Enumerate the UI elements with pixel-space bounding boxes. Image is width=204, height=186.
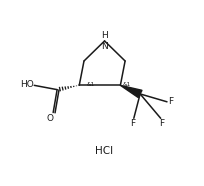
Text: F: F bbox=[130, 119, 136, 128]
Text: F: F bbox=[159, 119, 164, 128]
Text: &1: &1 bbox=[86, 82, 95, 87]
Text: H: H bbox=[101, 31, 108, 40]
Text: F: F bbox=[169, 97, 174, 106]
Text: O: O bbox=[47, 114, 54, 123]
Text: HO: HO bbox=[20, 80, 33, 89]
Text: &1: &1 bbox=[123, 82, 131, 87]
Text: N: N bbox=[101, 42, 108, 51]
Text: HCl: HCl bbox=[95, 146, 114, 156]
Polygon shape bbox=[120, 85, 142, 97]
